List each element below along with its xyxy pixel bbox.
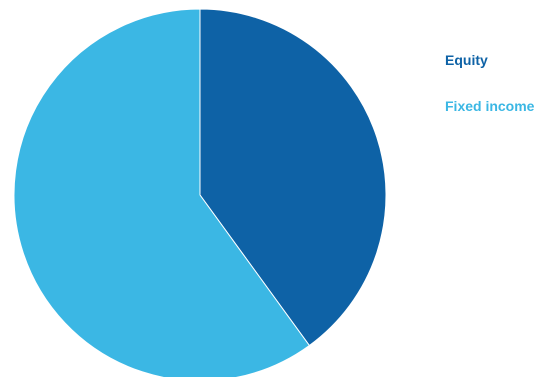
legend-item-fixed-income[interactable]: Fixed income bbox=[445, 98, 535, 114]
legend-item-equity[interactable]: Equity bbox=[445, 52, 488, 68]
pie-slice-fixed-income[interactable] bbox=[13, 8, 311, 377]
legend: Equity Fixed income bbox=[445, 50, 534, 142]
pie-slice-equity[interactable] bbox=[199, 8, 387, 347]
